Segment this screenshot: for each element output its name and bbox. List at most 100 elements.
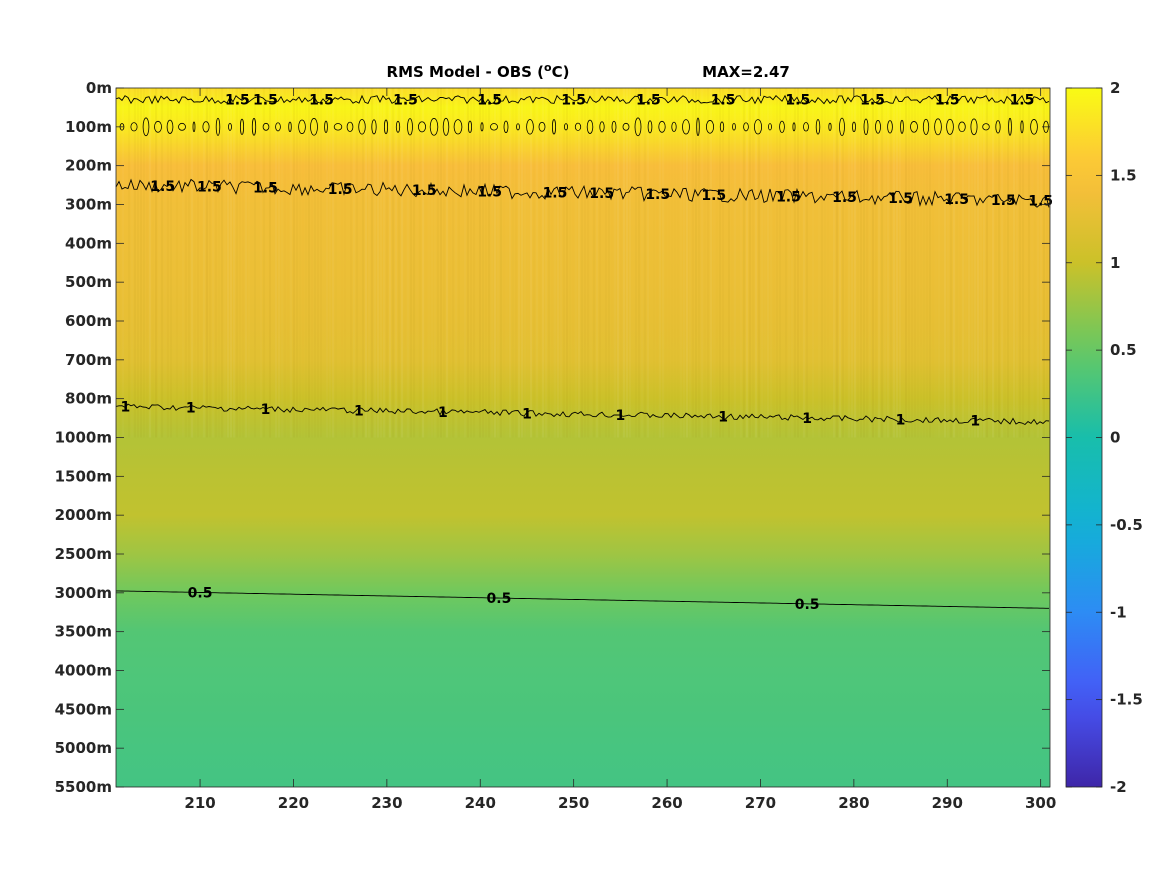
- heatmap-streak: [164, 88, 166, 438]
- heatmap-streak: [854, 88, 856, 438]
- heatmap-streak: [647, 88, 649, 438]
- contour-island: [828, 122, 832, 131]
- contour-island: [743, 122, 749, 132]
- contour-island: [383, 119, 388, 135]
- contour-island: [228, 122, 232, 131]
- heatmap-streak: [449, 88, 451, 438]
- heatmap-streak: [527, 88, 529, 438]
- heatmap-streak: [404, 88, 406, 438]
- heatmap-streak: [1043, 88, 1045, 438]
- heatmap-streak: [209, 88, 211, 438]
- heatmap-streak: [812, 88, 814, 438]
- heatmap-streak: [119, 88, 121, 438]
- heatmap-streak: [968, 88, 970, 438]
- contour-island: [586, 119, 594, 134]
- heatmap-streak: [881, 88, 883, 438]
- heatmap-streak: [1010, 88, 1012, 438]
- heatmap-streak: [593, 88, 595, 438]
- heatmap-streak: [638, 88, 640, 438]
- heatmap-streak: [920, 88, 922, 438]
- contour-label: 1.5: [589, 186, 614, 202]
- contour-label: 0.5: [188, 585, 213, 601]
- contour-label: 1.5: [888, 191, 913, 207]
- heatmap-streak: [860, 88, 862, 438]
- heatmap-streak: [839, 88, 841, 438]
- heatmap-streak: [245, 88, 247, 438]
- y-tick-label: 200m: [65, 157, 112, 175]
- heatmap-streak: [182, 88, 184, 438]
- heatmap-streak: [653, 88, 655, 438]
- contour-label: 1.5: [225, 93, 250, 109]
- heatmap-streak: [734, 88, 736, 438]
- contour-island: [970, 118, 978, 136]
- heatmap-streak: [917, 88, 919, 438]
- heatmap-streak: [383, 88, 385, 438]
- heatmap-streak: [1028, 88, 1030, 438]
- heatmap-streak: [641, 88, 643, 438]
- contour-island: [574, 122, 582, 131]
- heatmap-streak: [629, 88, 631, 438]
- heatmap-streak: [671, 88, 673, 438]
- heatmap-streak: [719, 88, 721, 438]
- heatmap-streak: [146, 88, 148, 438]
- contour-island: [768, 123, 772, 131]
- contour-island: [503, 120, 509, 134]
- colorbar-tick-label: -0.5: [1110, 516, 1143, 534]
- heatmap-streak: [905, 88, 907, 438]
- heatmap-streak: [230, 88, 232, 438]
- contour-label: 1: [522, 406, 532, 422]
- y-tick-label: 3500m: [55, 623, 112, 641]
- heatmap-streak: [779, 88, 781, 438]
- heatmap-streak: [440, 88, 442, 438]
- heatmap-streak: [263, 88, 265, 438]
- contour-label: 1.5: [645, 187, 670, 203]
- contour-island: [130, 122, 138, 132]
- heatmap-streak: [518, 88, 520, 438]
- heatmap-streak: [458, 88, 460, 438]
- heatmap-streak: [257, 88, 259, 438]
- y-tick-label: 2500m: [55, 545, 112, 563]
- heatmap-streak: [155, 88, 157, 438]
- contour-island: [611, 120, 617, 133]
- heatmap-streak: [974, 88, 976, 438]
- heatmap-streak: [479, 88, 481, 438]
- colorbar-tick-label: -1: [1110, 603, 1127, 621]
- heatmap-streak: [533, 88, 535, 438]
- heatmap-streak: [971, 88, 973, 438]
- heatmap-streak: [158, 88, 160, 438]
- heatmap-streak: [716, 88, 718, 438]
- heatmap-streak: [686, 88, 688, 438]
- heatmap-streak: [290, 88, 292, 438]
- heatmap-streak: [377, 88, 379, 438]
- heatmap-streak: [617, 88, 619, 438]
- heatmap-streak: [140, 88, 142, 438]
- contour-island: [467, 120, 472, 134]
- heatmap-streak: [680, 88, 682, 438]
- heatmap-streak: [1013, 88, 1015, 438]
- heatmap-streak: [188, 88, 190, 438]
- heatmap-streak: [455, 88, 457, 438]
- heatmap-streak: [758, 88, 760, 438]
- heatmap-streak: [896, 88, 898, 438]
- heatmap-streak: [170, 88, 172, 438]
- contour-label: 1.5: [935, 93, 960, 109]
- contour-island: [324, 120, 328, 134]
- heatmap-streak: [683, 88, 685, 438]
- heatmap-streak: [338, 88, 340, 438]
- heatmap-streak: [281, 88, 283, 438]
- contour-label: 1: [438, 405, 448, 421]
- heatmap-streak: [467, 88, 469, 438]
- heatmap-streak: [137, 88, 139, 438]
- heatmap-streak: [392, 88, 394, 438]
- heatmap-streak: [848, 88, 850, 438]
- heatmap-streak: [539, 88, 541, 438]
- heatmap-streak: [659, 88, 661, 438]
- heatmap-streak: [239, 88, 241, 438]
- y-tick-label: 700m: [65, 351, 112, 369]
- heatmap-streak: [938, 88, 940, 438]
- heatmap-streak: [194, 88, 196, 438]
- heatmap-streak: [992, 88, 994, 438]
- heatmap-streak: [530, 88, 532, 438]
- contour-label: 1.5: [197, 180, 222, 196]
